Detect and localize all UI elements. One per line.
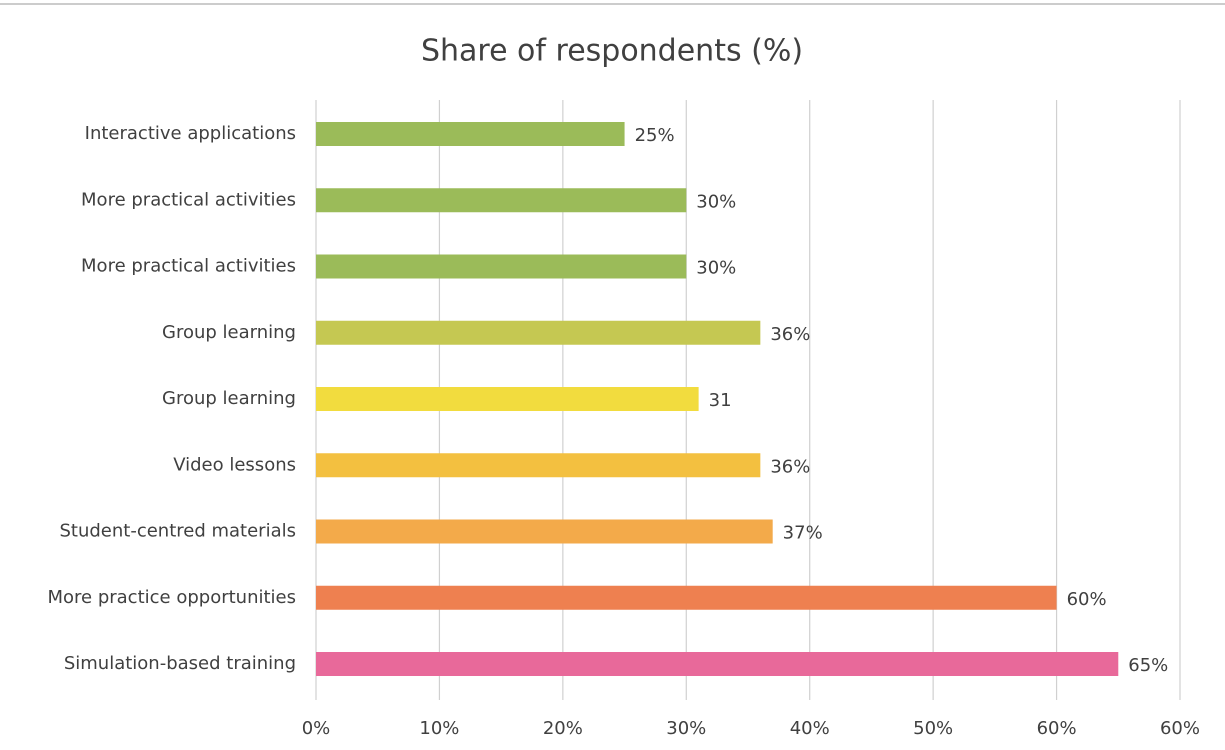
data-label: 31 — [709, 390, 732, 411]
x-tick-label: 0% — [302, 718, 331, 739]
bar — [316, 254, 687, 279]
y-tick-label: Simulation-based training — [64, 653, 296, 674]
y-tick-label: More practical activities — [81, 189, 296, 210]
bar — [316, 188, 687, 213]
y-tick-label: Group learning — [162, 388, 296, 409]
bar — [316, 320, 761, 345]
x-tick-label: 40% — [790, 718, 830, 739]
y-tick-label: Video lessons — [173, 454, 296, 475]
chart-title: Share of respondents (%) — [421, 34, 803, 69]
bar — [316, 387, 699, 411]
y-tick-label: More practical activities — [81, 256, 296, 277]
x-tick-label: 10% — [419, 718, 459, 739]
data-label: 65% — [1128, 655, 1168, 676]
data-label: 25% — [635, 125, 675, 146]
x-tick-label: 50% — [913, 718, 953, 739]
data-label: 36% — [770, 456, 810, 477]
bar — [316, 585, 1057, 610]
bar — [316, 453, 761, 478]
x-tick-label: 60% — [1160, 718, 1200, 739]
data-label: 36% — [770, 324, 810, 345]
y-tick-label: Interactive applications — [85, 123, 296, 144]
y-tick-label: Group learning — [162, 322, 296, 343]
data-label: 30% — [696, 258, 736, 279]
y-tick-label: More practice opportunities — [47, 587, 296, 608]
data-label: 30% — [696, 191, 736, 212]
y-tick-label: Student-centred materials — [59, 521, 296, 542]
x-tick-label: 20% — [543, 718, 583, 739]
bar — [316, 519, 773, 544]
bar — [316, 652, 1119, 676]
x-tick-label: 60% — [1037, 718, 1077, 739]
data-label: 60% — [1067, 589, 1107, 610]
data-label: 37% — [783, 523, 823, 544]
x-tick-label: 30% — [666, 718, 706, 739]
bar — [316, 122, 625, 146]
